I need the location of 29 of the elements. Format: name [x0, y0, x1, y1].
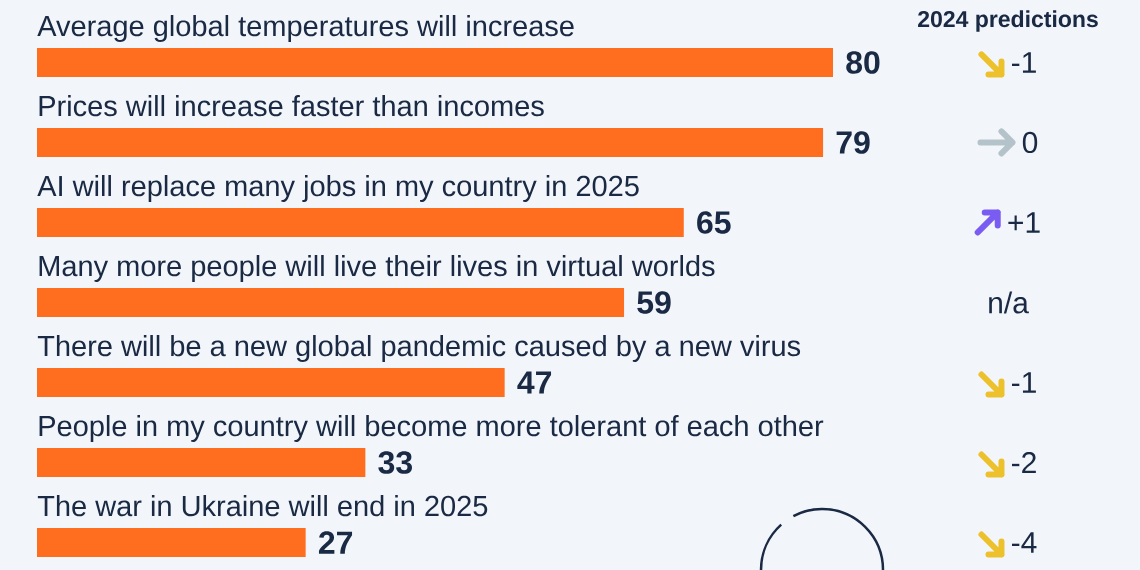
y-tick-label: Prices will increase faster than incomes: [39, 94, 544, 117]
y-tick-label: AI will replace many jobs in my country in 2025: [37, 174, 639, 203]
text: -1: [1012, 372, 1036, 393]
text: 2024 predictions: [918, 10, 1098, 32]
data-label: 47: [517, 371, 552, 394]
text: -1: [1012, 52, 1036, 73]
y-tick-label: The war in Ukraine will end in 2025: [37, 494, 488, 517]
bar: [37, 368, 505, 397]
y-tick-label: There will be a new global pandemic caused by a new virus: [37, 334, 801, 363]
bar: [37, 48, 834, 77]
bar: [37, 528, 306, 557]
text: -4: [1012, 532, 1037, 553]
y-tick-label: Many more people will live their lives in virtual worlds: [39, 254, 715, 283]
data-label: 79: [836, 131, 870, 154]
data-label: 27: [318, 531, 353, 554]
bar: [37, 448, 366, 477]
bar: [37, 288, 625, 317]
text: n/a: [989, 291, 1029, 314]
text: -2: [1012, 452, 1036, 473]
y-tick-label: Average global temperatures will increase: [37, 14, 574, 43]
text: +1: [1008, 212, 1040, 233]
bar: [37, 208, 684, 237]
text: 0: [1022, 131, 1038, 154]
bar: [37, 128, 824, 157]
data-label: 65: [697, 211, 731, 234]
data-label: 59: [637, 291, 671, 314]
data-label: 33: [378, 451, 412, 474]
data-label: 80: [846, 51, 880, 74]
y-tick-label: People in my country will become more tolerant of each other: [39, 414, 824, 443]
